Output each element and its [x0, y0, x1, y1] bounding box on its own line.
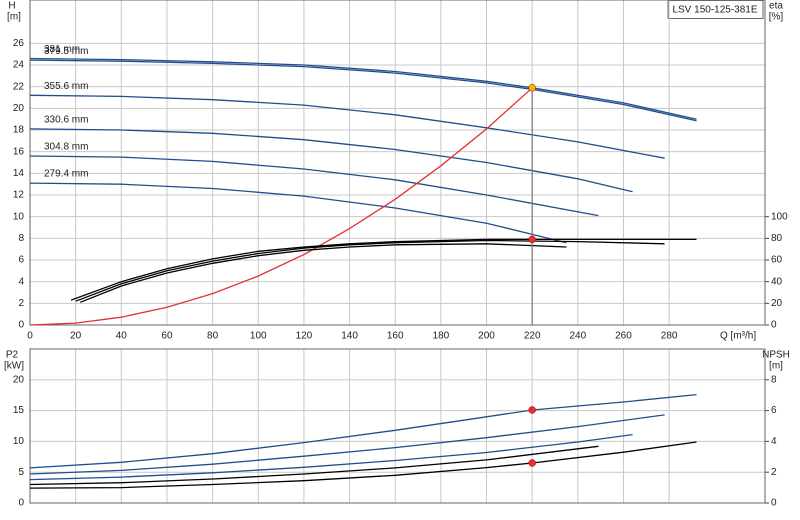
y2-tick-label: 60: [771, 255, 783, 266]
y-tick-label: 10: [13, 211, 25, 222]
x-tick-label: 20: [70, 331, 82, 342]
curve: [29, 128, 633, 193]
y2-axis-unit: [m]: [769, 361, 783, 372]
curve: [29, 393, 697, 469]
curve: [29, 414, 665, 475]
curve: [29, 59, 697, 122]
x-tick-label: 240: [569, 331, 586, 342]
curve-label: 304.8 mm: [44, 142, 88, 153]
model-label: LSV 150-125-381E: [672, 5, 757, 16]
y-axis-label: H: [8, 1, 15, 12]
curve-label: 381 mm: [44, 44, 80, 55]
y-tick-label: 16: [13, 146, 25, 157]
curve: [29, 94, 665, 159]
curve: [29, 182, 567, 244]
x-tick-label: 160: [387, 331, 404, 342]
y2-axis-unit: [%]: [769, 12, 784, 23]
y2-tick-label: 80: [771, 233, 783, 244]
curve-label: 279.4 mm: [44, 169, 88, 180]
x-tick-label: 60: [161, 331, 173, 342]
x-tick-label: 100: [250, 331, 267, 342]
y2-tick-label: 2: [771, 467, 777, 478]
y2-tick-label: 8: [771, 374, 777, 385]
y2-axis-label: NPSH: [762, 350, 790, 361]
y-axis-unit: [kW]: [4, 361, 24, 372]
y-tick-label: 4: [18, 276, 24, 287]
curve: [29, 433, 633, 481]
y-tick-label: 20: [13, 374, 25, 385]
curve: [29, 445, 599, 486]
curve-label: 355.6 mm: [44, 81, 88, 92]
y-tick-label: 12: [13, 190, 25, 201]
curve-label: 330.6 mm: [44, 115, 88, 126]
x-tick-label: 200: [478, 331, 495, 342]
plot-frame: [29, 0, 766, 326]
duty-point: [528, 459, 536, 467]
curve: [70, 238, 697, 301]
duty-point: [528, 84, 536, 92]
y-tick-label: 26: [13, 38, 25, 49]
y-tick-label: 14: [13, 168, 25, 179]
x-tick-label: 280: [661, 331, 678, 342]
duty-point: [528, 235, 536, 244]
y-tick-label: 10: [13, 436, 25, 447]
y-axis-label: P2: [6, 350, 19, 361]
curve: [75, 239, 665, 302]
y-tick-label: 15: [13, 405, 25, 416]
y-tick-label: 6: [18, 255, 24, 266]
x-tick-label: 260: [615, 331, 632, 342]
x-tick-label: 0: [27, 331, 33, 342]
curve: [79, 243, 567, 303]
y2-tick-label: 4: [771, 436, 777, 447]
y2-tick-label: 20: [771, 298, 783, 309]
y2-axis-label: eta: [769, 1, 783, 12]
y-tick-label: 22: [13, 81, 25, 92]
y2-tick-label: 100: [771, 211, 788, 222]
curve: [29, 441, 697, 489]
curve: [29, 87, 533, 326]
y-tick-label: 18: [13, 125, 25, 136]
y2-tick-label: 40: [771, 276, 783, 287]
x-tick-label: 120: [296, 331, 313, 342]
plot-frame: [29, 348, 766, 504]
y-tick-label: 2: [18, 298, 24, 309]
x-tick-label: 80: [207, 331, 219, 342]
y-tick-label: 5: [18, 467, 24, 478]
y-tick-label: 24: [13, 60, 25, 71]
curve-label: 379.5 mm: [44, 46, 88, 57]
y-tick-label: 0: [18, 320, 24, 331]
x-tick-label: 220: [524, 331, 541, 342]
curve: [29, 57, 697, 120]
y-axis-unit: [m]: [7, 12, 21, 23]
x-axis-label: Q [m³/h]: [720, 331, 756, 342]
y-tick-label: 20: [13, 103, 25, 114]
y-tick-label: 8: [18, 233, 24, 244]
x-tick-label: 180: [433, 331, 450, 342]
duty-point: [528, 406, 536, 414]
curve: [29, 155, 599, 217]
y2-tick-label: 0: [771, 498, 777, 509]
x-tick-label: 140: [341, 331, 358, 342]
x-tick-label: 40: [116, 331, 128, 342]
y-tick-label: 0: [18, 498, 24, 509]
y2-tick-label: 0: [771, 320, 777, 331]
y2-tick-label: 6: [771, 405, 777, 416]
